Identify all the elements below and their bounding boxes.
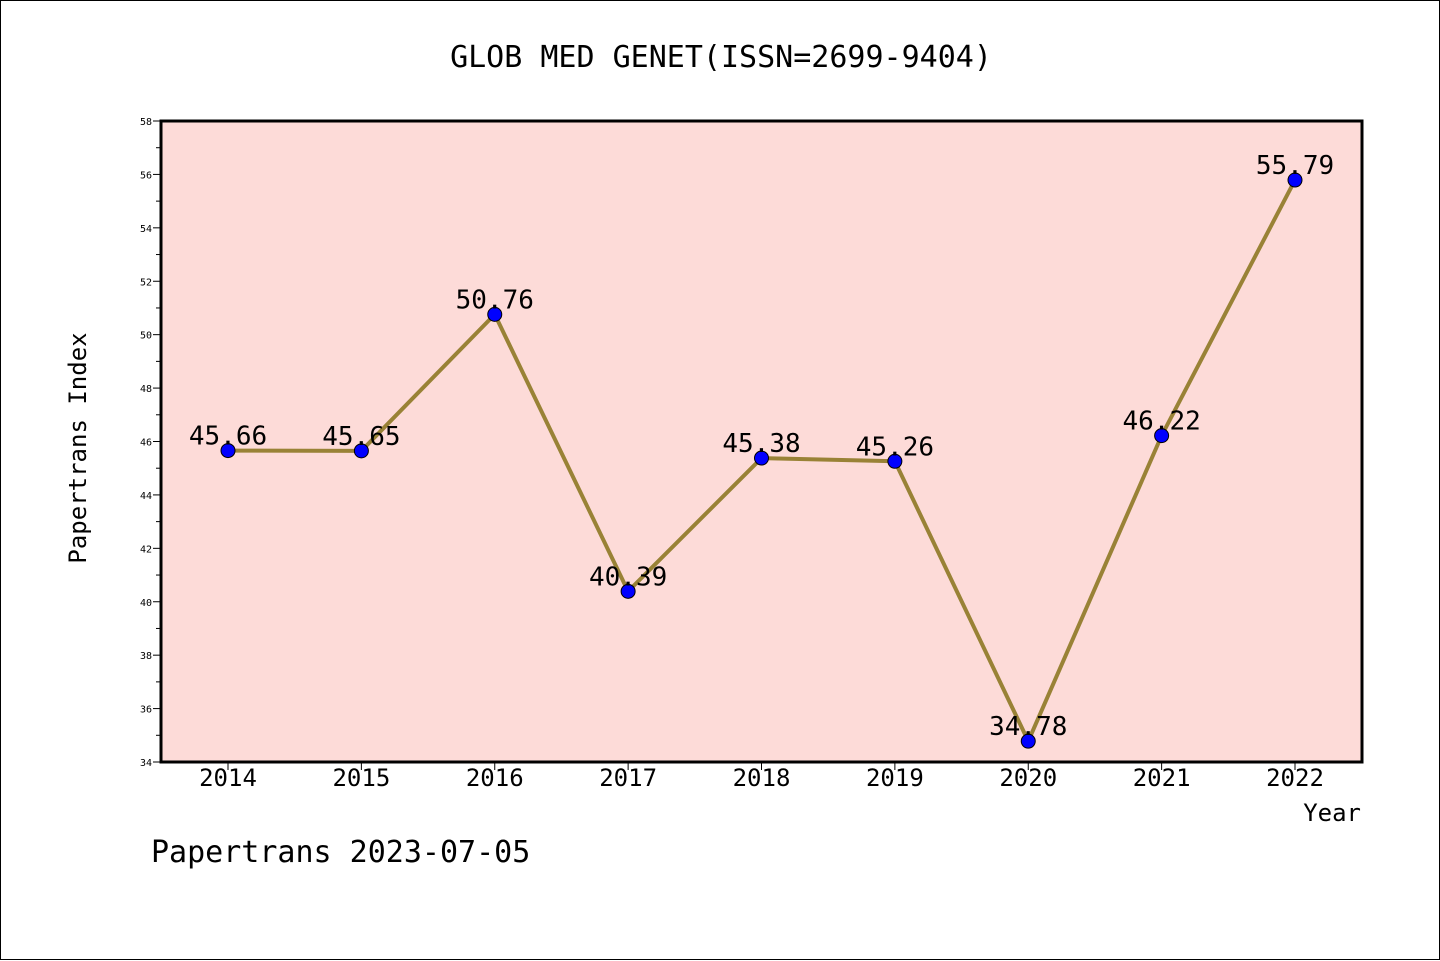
data-label: 45.26	[856, 432, 934, 462]
data-label: 55.79	[1256, 151, 1334, 181]
y-tick-label: 40	[140, 598, 152, 609]
y-tick-label: 38	[140, 651, 152, 662]
data-labels: 45.66 45.65 50.76 40.39 45.38 45.26 34.78 46.22…	[189, 151, 1334, 742]
y-tick-label: 34	[140, 758, 152, 769]
y-axis-label: Papertrans Index	[64, 332, 92, 563]
data-point-marker	[487, 306, 503, 322]
footer-note: Papertrans 2023-07-05	[151, 835, 531, 870]
data-point-marker	[1020, 733, 1036, 749]
y-tick-label: 50	[140, 331, 152, 342]
data-point-marker	[887, 453, 903, 469]
data-point-marker	[1287, 172, 1303, 188]
y-tick-label: 54	[140, 224, 152, 235]
data-label: 45.38	[722, 429, 800, 459]
y-tick-label: 52	[140, 277, 152, 288]
x-tick-label: 2014	[199, 764, 257, 792]
x-axis: 2014 2015 2016 2017 2018 2019 2020 2021 2022	[199, 762, 1324, 792]
x-tick-label: 2016	[466, 764, 524, 792]
x-axis-label: Year	[1303, 799, 1361, 827]
y-tick-label: 58	[140, 117, 152, 128]
y-tick-label: 44	[140, 491, 152, 502]
y-tick-label: 36	[140, 705, 152, 716]
data-point-marker	[353, 443, 369, 459]
x-tick-label: 2022	[1266, 764, 1324, 792]
data-point-marker	[754, 450, 769, 466]
series-line-group	[220, 172, 1303, 749]
y-tick-label: 46	[140, 438, 152, 449]
y-tick-label: 56	[140, 170, 152, 181]
data-label: 45.66	[189, 422, 267, 452]
data-label: 46.22	[1122, 407, 1200, 437]
x-tick-label: 2020	[999, 764, 1057, 792]
y-axis: 34 36 38 40 42 44 46 48 50 52 54 56 58	[140, 117, 161, 769]
data-label: 40.39	[589, 562, 667, 592]
x-tick-label: 2015	[332, 764, 390, 792]
data-point-marker	[620, 583, 636, 599]
x-tick-label: 2019	[866, 764, 924, 792]
data-label: 34.78	[989, 712, 1067, 742]
data-label: 50.76	[456, 285, 534, 315]
y-tick-label: 42	[140, 544, 152, 555]
y-tick-label: 48	[140, 384, 152, 395]
x-tick-label: 2021	[1133, 764, 1191, 792]
x-tick-label: 2018	[733, 764, 791, 792]
data-point-marker	[220, 443, 236, 459]
data-label: 45.65	[322, 422, 400, 452]
x-tick-label: 2017	[599, 764, 657, 792]
chart-title: GLOB MED GENET(ISSN=2699-9404)	[450, 40, 992, 75]
data-point-marker	[1154, 428, 1170, 444]
